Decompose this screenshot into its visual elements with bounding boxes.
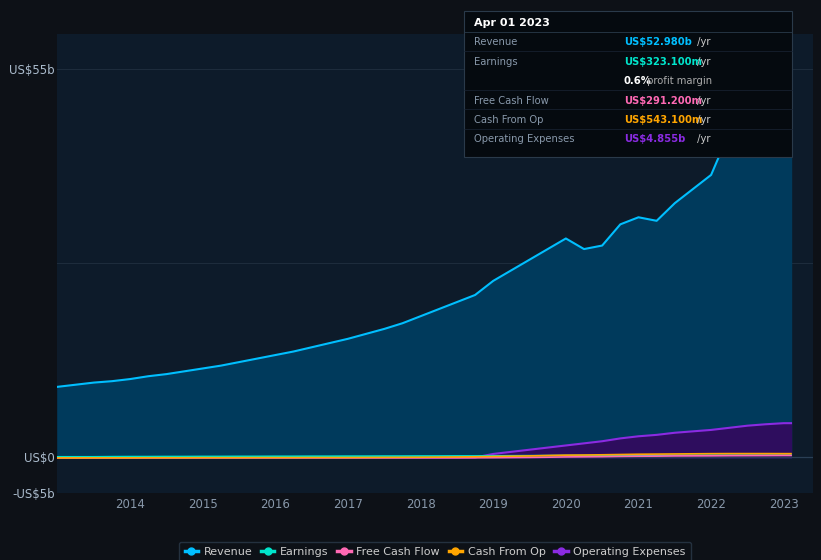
Text: Earnings: Earnings [474,57,517,67]
Text: US$52.980b: US$52.980b [624,38,692,47]
Text: US$291.200m: US$291.200m [624,96,702,105]
Text: Operating Expenses: Operating Expenses [474,134,574,144]
Text: /yr: /yr [694,96,710,105]
Text: 0.6%: 0.6% [624,76,652,86]
Legend: Revenue, Earnings, Free Cash Flow, Cash From Op, Operating Expenses: Revenue, Earnings, Free Cash Flow, Cash … [179,542,691,560]
Text: Apr 01 2023: Apr 01 2023 [474,18,549,28]
Text: /yr: /yr [694,134,710,144]
Text: /yr: /yr [694,57,710,67]
Text: profit margin: profit margin [644,76,713,86]
Text: US$4.855b: US$4.855b [624,134,686,144]
Text: US$323.100m: US$323.100m [624,57,702,67]
Text: /yr: /yr [694,115,710,125]
Text: Revenue: Revenue [474,38,517,47]
Text: Free Cash Flow: Free Cash Flow [474,96,548,105]
Text: US$543.100m: US$543.100m [624,115,702,125]
Text: /yr: /yr [694,38,710,47]
Text: Cash From Op: Cash From Op [474,115,544,125]
